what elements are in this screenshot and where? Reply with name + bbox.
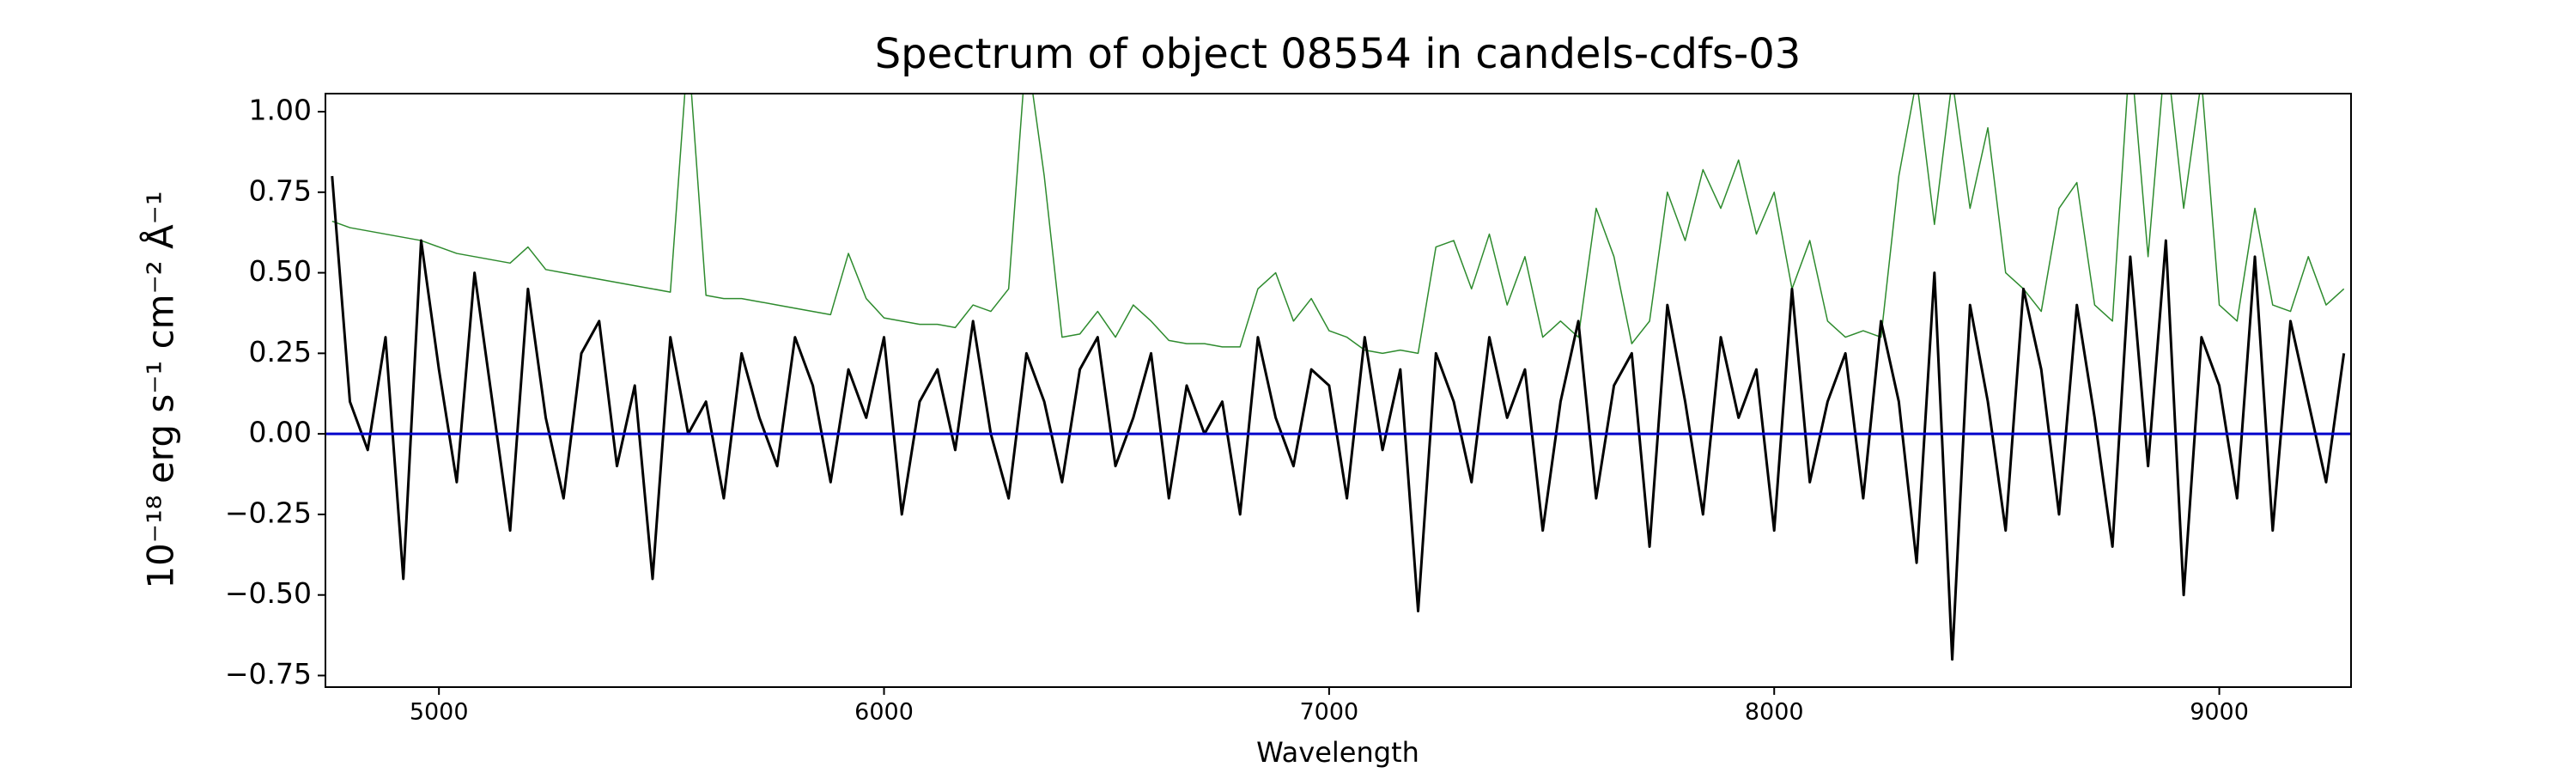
y-tick-label: 0.50 xyxy=(249,254,312,288)
y-tick-label: −0.50 xyxy=(225,576,312,610)
x-axis-label: Wavelength xyxy=(1256,736,1419,769)
x-tick-label: 7000 xyxy=(1300,699,1359,726)
y-tick-label: −0.25 xyxy=(225,496,312,529)
y-tick-label: −0.75 xyxy=(225,657,312,691)
y-axis-label: 10⁻¹⁸ erg s⁻¹ cm⁻² Å⁻¹ xyxy=(139,191,182,588)
x-tick-label: 9000 xyxy=(2190,699,2249,726)
y-tick-label: 0.25 xyxy=(249,335,312,368)
y-tick-label: 1.00 xyxy=(249,94,312,127)
spectrum-line xyxy=(331,175,2346,661)
y-tick-label: 0.00 xyxy=(249,416,312,449)
axes-frame xyxy=(325,93,2352,688)
x-tick-label: 5000 xyxy=(410,699,469,726)
chart-title: Spectrum of object 08554 in candels-cdfs… xyxy=(875,30,1801,78)
x-tick-label: 6000 xyxy=(854,699,914,726)
spectrum-line xyxy=(331,94,2345,355)
y-tick-label: 0.75 xyxy=(249,173,312,207)
plot-area xyxy=(325,94,2351,661)
x-tick-label: 8000 xyxy=(1745,699,1804,726)
